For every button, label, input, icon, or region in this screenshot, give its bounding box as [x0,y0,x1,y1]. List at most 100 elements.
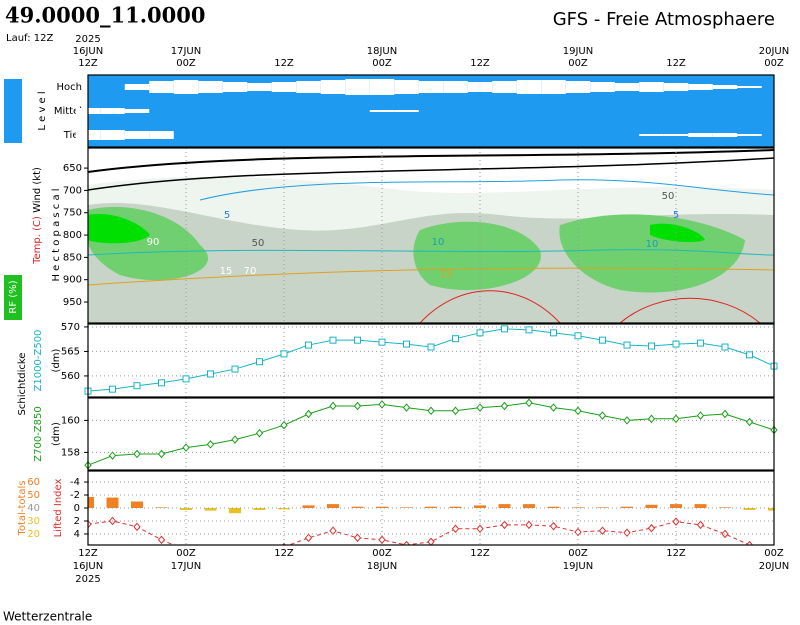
marker [133,382,141,390]
cloud-bar [614,83,640,91]
y-tick-label: 750 [63,208,82,219]
line [87,328,775,392]
cloud-bar [737,134,762,136]
marker [672,340,680,348]
marker [574,406,582,416]
bar [670,504,682,508]
cloud-bar [369,79,395,95]
y-tick-label: 0 [74,503,80,514]
marker [599,336,606,344]
x-tick-label: 00Z [372,58,392,69]
y-tick-label: 560 [61,371,80,382]
panel-frame [87,323,775,398]
bar [768,508,774,511]
bar [278,508,290,510]
cloud-bar [467,82,493,92]
cloud-bar [663,134,689,136]
marker [157,449,166,459]
marker [280,420,288,430]
y2-tick-label: 20 [27,529,40,540]
cloud-bar [271,82,297,92]
cloud-bar [173,80,199,94]
cloud-bar [663,83,689,91]
y-tick-label: 950 [63,297,82,308]
marker [427,343,435,351]
x-tick-label: 00Z [372,548,392,559]
marker [574,332,582,340]
y2-tick-label: 40 [27,503,40,514]
bar [327,504,339,508]
contour-label: 70 [244,266,257,277]
bar [131,501,143,508]
bar [351,506,364,508]
panel-frame [87,397,775,471]
bar [449,506,462,508]
bar [155,507,168,508]
x-tick-label: 12Z [470,548,490,559]
marker [133,449,141,459]
marker [550,329,557,337]
marker [500,401,509,411]
bar [621,506,633,508]
profile-annotations: 5 50 90 10 15 70 10 15 5 50 [147,191,680,280]
cloud-bar [198,81,223,93]
x-tick-label: 00Z [764,548,784,559]
axis-title: H e c t o p a s c a l [51,188,62,281]
legend-label: Tief [63,130,83,141]
contour-label: 50 [662,191,675,202]
cloud-bar [737,86,762,88]
cloud-bar [712,133,738,137]
marker [525,398,533,408]
x-tick-label: 12Z [78,548,98,559]
bar [376,506,388,508]
cloud-bar [369,110,395,112]
profile-background [88,148,774,323]
run: Lauf: 12Z [6,33,53,44]
cloud-bar [100,108,125,114]
axis-title: Wind (kt) [32,167,43,213]
marker [353,533,362,543]
cloud-bar [124,109,150,113]
marker [378,535,386,545]
x-tick-label: 00Z [176,58,196,69]
bar [474,505,486,508]
day-label: 20JUN [759,46,789,57]
marker [378,400,386,409]
marker [721,343,729,351]
marker [574,527,582,537]
y-tick-label: 565 [61,346,80,357]
marker [598,526,607,535]
bar [229,508,241,514]
marker [721,409,729,419]
y-tick-label: 4 [74,529,80,540]
marker [451,524,460,534]
marker [402,540,411,545]
year: 2025 [75,574,100,585]
marker [696,520,705,530]
y2-tick-label: 30 [27,516,40,527]
marker [157,535,166,545]
cloud-bar [320,80,346,94]
cloud-bar [247,83,272,91]
bar [743,508,756,510]
day-label: 16JUN [73,46,103,57]
marker [525,326,533,334]
cloud-bar [100,130,125,140]
cloud-bar [639,134,664,136]
badge [4,275,22,320]
title: 49.0000_11.0000 [5,3,205,28]
marker [476,524,484,534]
contour-label: 5 [673,210,679,221]
marker [109,385,116,393]
day-label: 17JUN [171,46,201,57]
contour-label: 10 [646,239,659,250]
marker [305,341,312,349]
cloud-bar [516,80,542,94]
x-tick-label: 12Z [470,58,490,69]
cloud-bar [394,110,419,112]
y-tick-label: 850 [63,252,82,263]
cloud-bar [124,84,150,90]
contour-label: 15 [220,266,233,277]
panel-frame [87,147,775,324]
day-label: 19JUN [563,561,593,572]
